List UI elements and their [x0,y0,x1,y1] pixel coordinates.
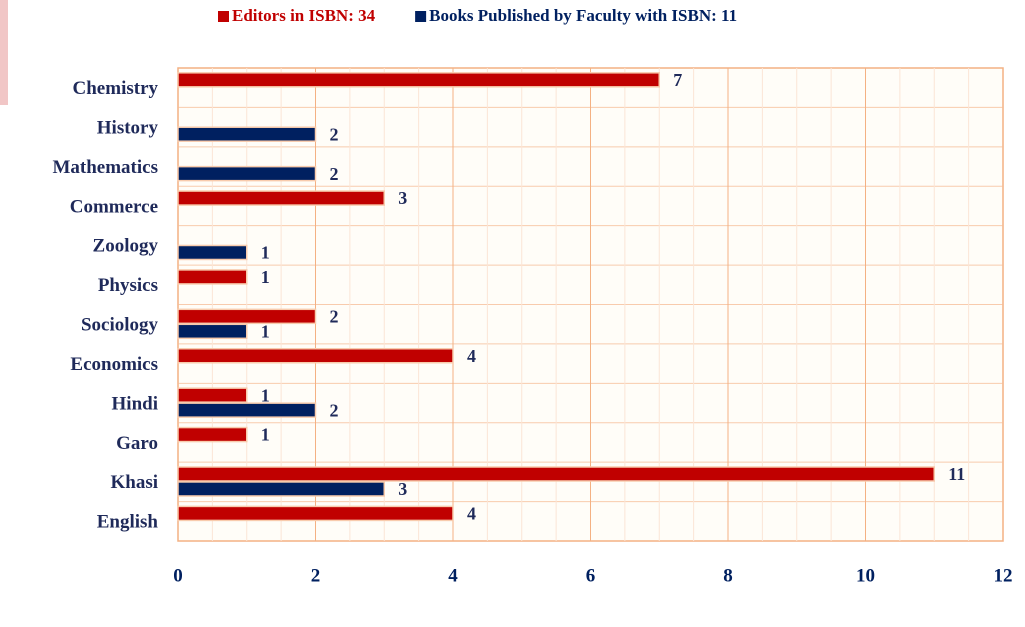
value-label: 11 [948,464,965,484]
bar [177,244,248,261]
bar [177,165,317,182]
bar [177,466,935,482]
y-tick-label: Mathematics [52,157,158,178]
y-tick-label: History [97,117,159,138]
legend-swatch [415,11,427,22]
y-tick-label: Economics [70,354,158,375]
value-label: 4 [467,504,476,524]
value-label: 1 [261,267,270,287]
x-tick-label: 0 [173,565,183,586]
value-label: 2 [330,400,339,420]
bar [177,387,248,403]
y-tick-label: English [97,512,159,533]
value-label: 2 [330,306,339,326]
bar [177,308,317,325]
legend-label: Editors in ISBN: 34 [232,6,376,25]
value-label: 1 [261,425,270,445]
y-tick-label: Commerce [70,196,158,217]
x-tick-label: 8 [723,565,733,586]
bar [177,72,660,88]
value-label: 4 [467,346,476,366]
bar [177,269,248,285]
x-tick-label: 12 [994,565,1013,586]
bar [177,323,248,340]
value-label: 1 [261,385,270,405]
value-label: 3 [398,479,407,499]
y-tick-label: Sociology [81,315,159,336]
y-tick-label: Hindi [112,393,158,414]
bar [177,126,317,142]
y-tick-label: Khasi [110,472,158,493]
value-label: 3 [398,188,407,208]
edge-strip [0,0,8,105]
x-tick-label: 6 [586,565,596,586]
value-label: 1 [261,243,270,263]
x-tick-label: 4 [448,565,458,586]
bar [177,505,454,522]
legend-label: Books Published by Faculty with ISBN: 11 [429,6,737,25]
value-label: 1 [261,321,270,341]
y-tick-label: Zoology [93,236,159,257]
bar [177,481,385,497]
value-label: 7 [673,70,682,90]
value-label: 2 [330,124,339,144]
legend-swatch [218,11,229,22]
bar [177,426,248,443]
bar [177,347,454,364]
y-tick-label: Garo [116,433,158,454]
bar [177,402,317,418]
x-tick-label: 10 [856,565,875,586]
value-label: 2 [330,164,339,184]
y-tick-label: Chemistry [73,78,159,99]
bar [177,190,385,206]
y-tick-label: Physics [98,275,158,296]
x-tick-label: 2 [311,565,321,586]
